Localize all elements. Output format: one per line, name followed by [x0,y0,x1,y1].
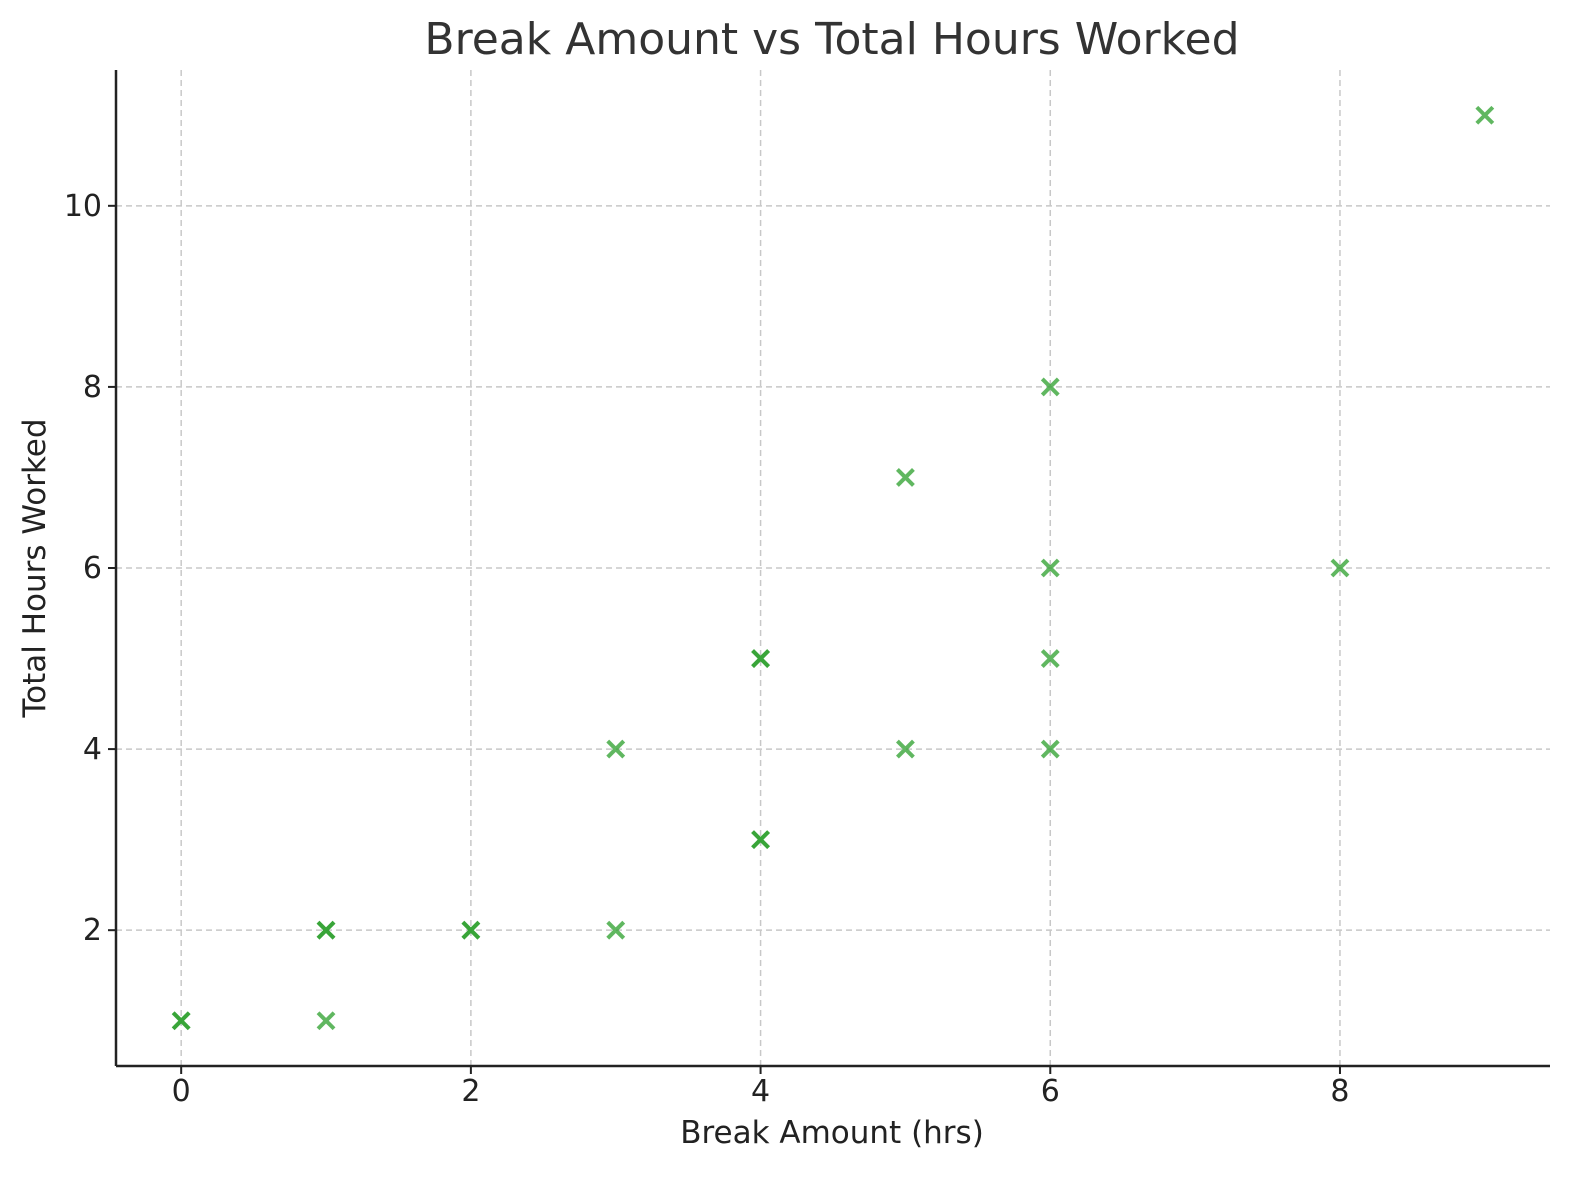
y-tick-label: 10 [64,189,102,224]
data-point-stroke [171,1011,191,1031]
data-point-stroke [1475,105,1495,125]
data-point [1330,558,1350,578]
data-point-stroke [896,468,915,487]
data-point [606,739,626,759]
x-tick-label: 6 [1041,1074,1060,1109]
data-point-stroke [896,739,915,759]
ticks-layer: 0 2 4 6 8 2 4 6 8 10 [64,189,1350,1109]
x-tick-label: 2 [461,1074,480,1109]
data-point-stroke [606,739,626,759]
data-point [1040,377,1060,397]
data-point-stroke [751,649,770,668]
y-tick-label: 4 [83,732,102,767]
data-point [171,1011,191,1031]
data-point-stroke [1040,649,1060,668]
data-point-stroke [1330,558,1350,578]
data-point-stroke [1040,558,1060,578]
data-point [751,649,770,668]
data-point-stroke [1040,377,1060,397]
data-point [751,830,770,850]
y-tick-label: 2 [83,913,102,948]
x-tick-label: 0 [172,1074,191,1109]
x-tick-label: 8 [1330,1074,1349,1109]
data-point [316,1011,336,1031]
data-point [896,468,915,487]
chart-title: Break Amount vs Total Hours Worked [424,14,1239,65]
data-point [896,739,915,759]
x-tick-label: 4 [751,1074,770,1109]
data-point [316,920,336,940]
y-axis-label: Total Hours Worked [17,418,53,718]
data-point [461,920,481,940]
x-axis-label: Break Amount (hrs) [680,1115,984,1151]
data-point [1040,739,1060,759]
data-point [1040,649,1060,668]
data-point-stroke [316,1011,336,1031]
grid-layer [116,70,1550,1066]
data-point-stroke [316,920,336,940]
data-point [1040,558,1060,578]
data-point [1475,105,1495,125]
data-point-stroke [606,920,626,940]
data-point-stroke [461,920,481,940]
data-point-stroke [751,830,770,850]
y-tick-label: 6 [83,551,102,586]
data-point-stroke [1040,739,1060,759]
y-tick-label: 8 [83,370,102,405]
data-point [606,920,626,940]
points-layer [171,105,1495,1031]
